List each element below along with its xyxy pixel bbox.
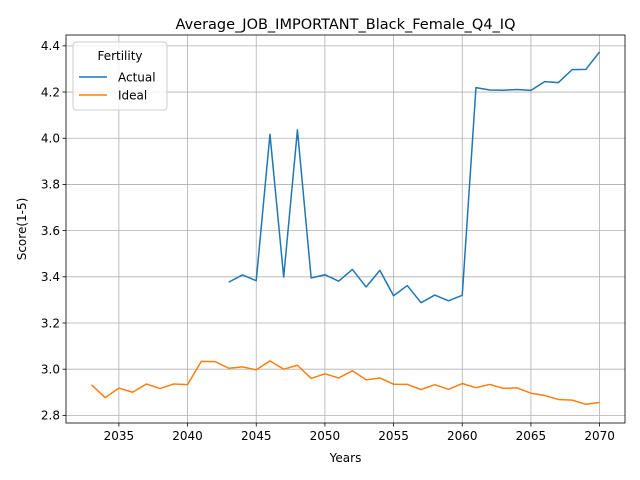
y-tick-label: 4.0 [41, 132, 60, 146]
legend-label-ideal: Ideal [118, 88, 147, 102]
axis-ticks: 2035 2040 2045 2050 2055 2060 2065 2070 2.8 3.0 3.… [41, 39, 615, 443]
series-line-actual [228, 51, 601, 304]
legend-box [72, 41, 168, 111]
x-axis-label: Years [329, 451, 362, 465]
legend-label-actual: Actual [118, 70, 156, 84]
x-tick-label: 2040 [172, 429, 203, 443]
x-tick-label: 2065 [516, 429, 547, 443]
grid [66, 35, 625, 423]
x-tick-label: 2050 [310, 429, 341, 443]
y-tick-label: 3.4 [41, 270, 60, 284]
y-tick-label: 2.8 [41, 409, 60, 423]
x-tick-label: 2035 [104, 429, 135, 443]
chart-title: Average_JOB_IMPORTANT_Black_Female_Q4_IQ [176, 17, 516, 33]
y-tick-label: 3.0 [41, 362, 60, 376]
x-tick-label: 2070 [584, 429, 615, 443]
y-tick-label: 4.4 [41, 39, 60, 53]
series-line-ideal [90, 360, 600, 406]
y-tick-label: 3.6 [41, 224, 60, 238]
x-tick-label: 2060 [447, 429, 478, 443]
legend-title: Fertility [97, 49, 142, 63]
x-tick-label: 2055 [378, 429, 409, 443]
y-axis-label: Score(1-5) [15, 198, 29, 261]
y-tick-label: 3.8 [41, 178, 60, 192]
series-lines [90, 51, 601, 406]
y-tick-label: 3.2 [41, 316, 60, 330]
plot-frame [65, 34, 626, 424]
y-tick-label: 4.2 [41, 85, 60, 99]
x-tick-label: 2045 [241, 429, 272, 443]
legend: Fertility Actual Ideal [72, 41, 168, 111]
